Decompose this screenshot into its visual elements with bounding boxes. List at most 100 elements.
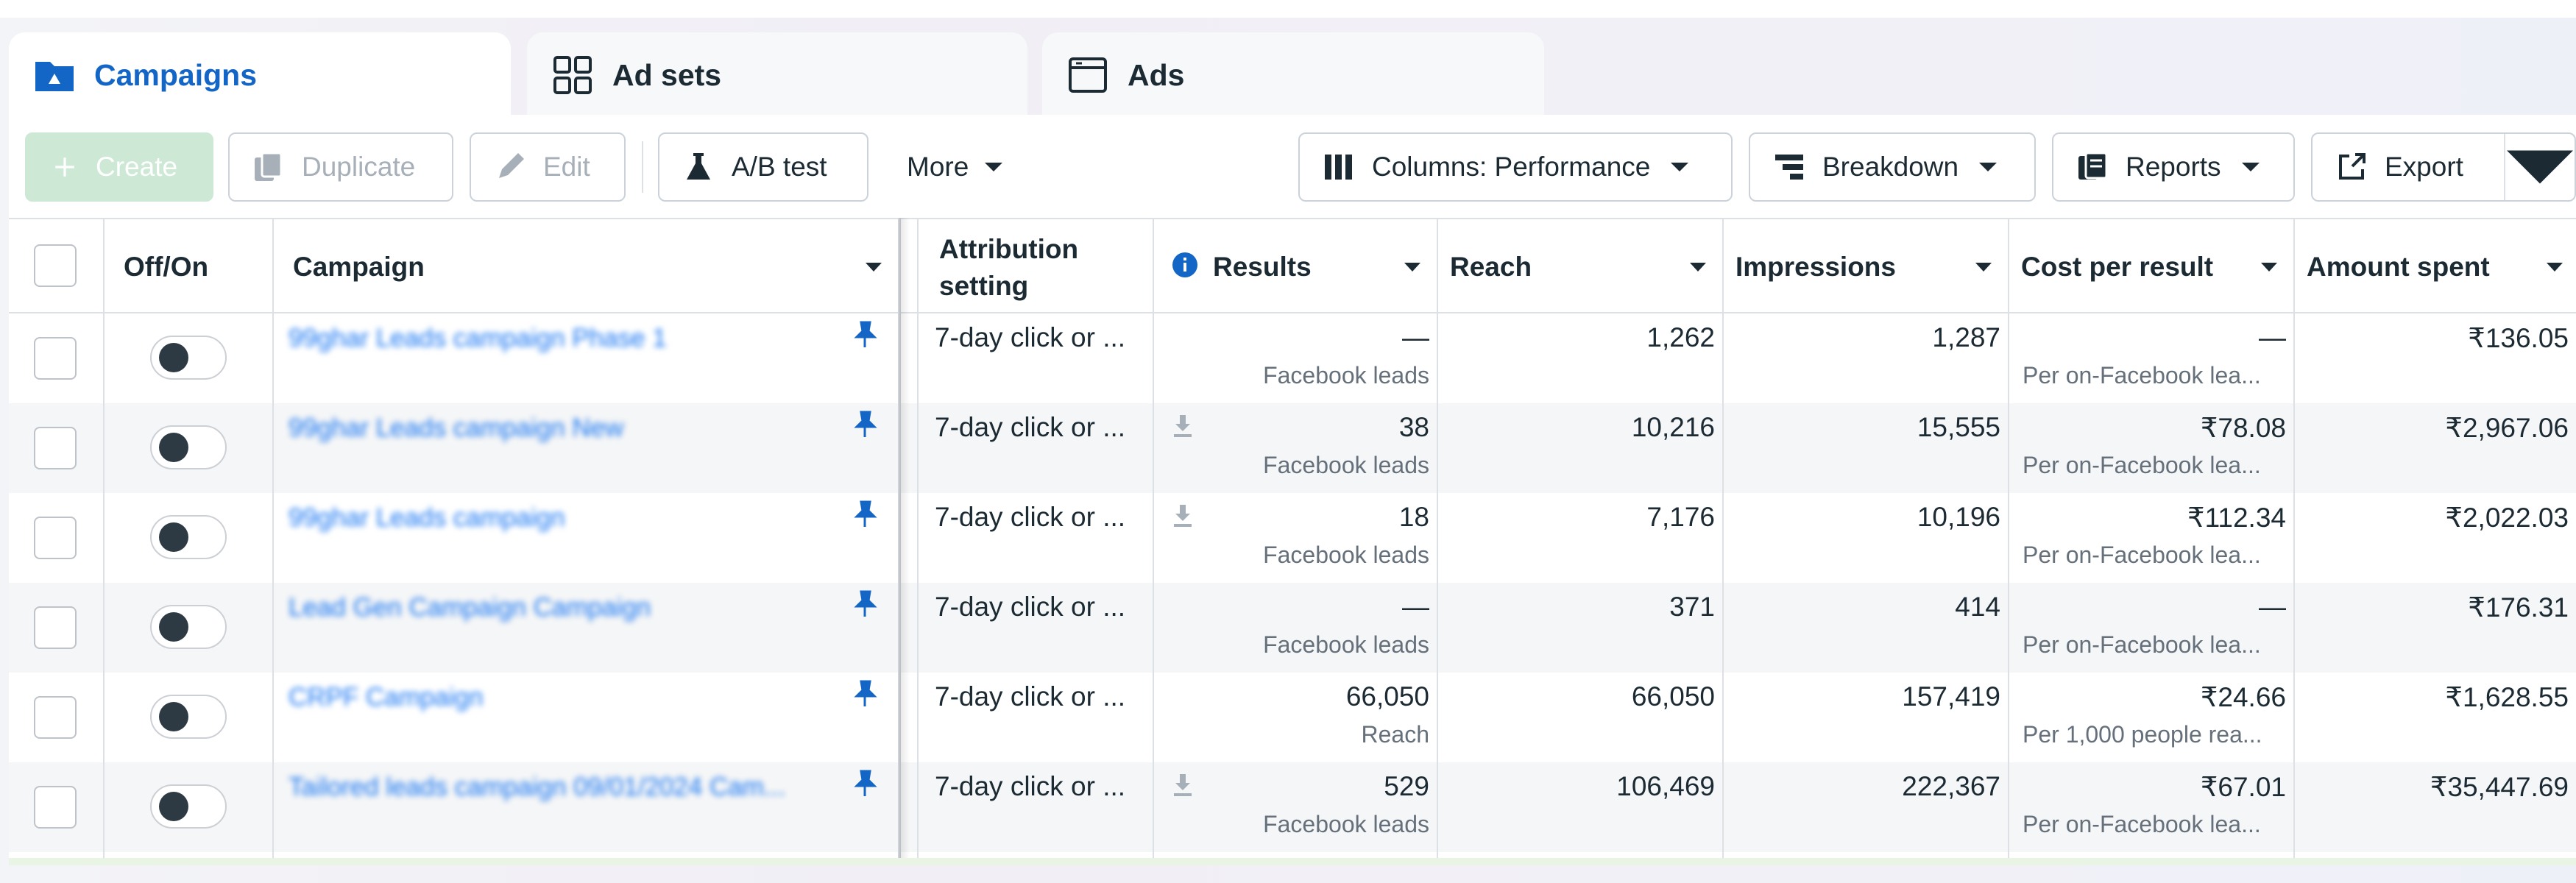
sort-caret-icon[interactable] [1404,262,1420,272]
column-divider [1437,218,1438,865]
column-divider [1722,218,1724,865]
sort-caret-icon[interactable] [2547,262,2563,272]
frozen-column-shadow [899,218,910,865]
duplicate-icon [255,152,283,181]
campaign-name-link[interactable]: CRPF Campaign [289,683,484,712]
tab-campaigns[interactable]: Campaigns [9,32,511,118]
campaign-name-link[interactable]: 99ghar Leads campaign New [289,414,624,442]
header-results[interactable]: Results [1213,252,1312,282]
ad-frame-icon [1069,57,1107,93]
toolbar: Create Duplicate Edit A/B test More Colu… [9,115,2576,218]
cost-per-result-value: — [2259,322,2286,352]
row-checkbox[interactable] [34,606,77,649]
row-checkbox[interactable] [34,427,77,469]
cost-per-result-type: Per on-Facebook lea... [2023,542,2261,568]
results-type: Facebook leads [1263,631,1429,658]
sort-caret-icon[interactable] [1975,262,1992,272]
export-label: Export [2385,152,2463,182]
header-amount-spent[interactable]: Amount spent [2307,252,2490,282]
impressions-value: 157,419 [1902,681,2000,712]
reports-label: Reports [2126,152,2221,182]
header-impressions[interactable]: Impressions [1735,252,1896,282]
table-row[interactable]: 99ghar Leads campaign 7-day click or ...… [9,493,2576,583]
toggle-knob [159,612,188,642]
folder-icon [35,62,74,91]
table-row[interactable]: 99ghar Leads campaign Phase 1 7-day clic… [9,313,2576,403]
table-row[interactable]: Tailored leads campaign 09/01/2024 Cam..… [9,762,2576,852]
table-row[interactable]: CRPF Campaign 7-day click or ... 66,050 … [9,673,2576,762]
column-divider [917,218,919,865]
cost-per-result-value: ₹112.34 [2187,503,2286,533]
attribution-cell: 7-day click or ... [935,412,1126,442]
columns-button[interactable]: Columns: Performance [1298,132,1733,202]
table-row[interactable]: Lead Gen Campaign Campaign 7-day click o… [9,583,2576,673]
select-all-checkbox[interactable] [34,244,77,287]
tab-ad-sets[interactable]: Ad sets [527,32,1027,118]
chevron-down-icon [1979,163,1998,171]
reach-value: 106,469 [1616,771,1715,801]
pin-icon[interactable] [852,411,877,440]
sort-caret-icon[interactable] [2261,262,2277,272]
sort-caret-icon[interactable] [866,262,882,272]
campaign-name-link[interactable]: Tailored leads campaign 09/01/2024 Cam..… [289,773,786,801]
column-divider[interactable] [898,218,901,865]
campaign-toggle[interactable] [150,336,227,380]
pin-icon[interactable] [852,590,877,620]
amount-spent-value: ₹1,628.55 [2445,682,2569,712]
pin-icon[interactable] [852,321,877,350]
table-header: Off/On Campaign Attribution setting Resu… [9,218,2576,313]
tab-ads[interactable]: Ads [1042,32,1544,118]
flask-icon [687,153,710,180]
breakdown-button[interactable]: Breakdown [1749,132,2036,202]
campaign-toggle[interactable] [150,605,227,649]
cost-per-result-type: Per 1,000 people rea... [2023,721,2262,748]
impressions-value: 15,555 [1917,412,2000,442]
header-reach[interactable]: Reach [1450,252,1532,282]
more-button[interactable]: More [883,132,1030,202]
grid-icon [553,56,592,94]
pin-icon[interactable] [852,680,877,709]
header-campaign[interactable]: Campaign [293,252,425,282]
campaign-toggle[interactable] [150,425,227,469]
results-type: Facebook leads [1263,811,1429,837]
edit-button[interactable]: Edit [470,132,626,202]
ab-test-button[interactable]: A/B test [658,132,868,202]
cost-per-result-type: Per on-Facebook lea... [2023,631,2261,658]
campaign-toggle[interactable] [150,784,227,829]
table-row[interactable]: 99ghar Leads campaign New 7-day click or… [9,403,2576,493]
campaign-toggle[interactable] [150,515,227,559]
results-type: Reach [1361,721,1430,748]
campaign-toggle[interactable] [150,695,227,739]
campaign-name-link[interactable]: Lead Gen Campaign Campaign [289,593,651,622]
row-checkbox[interactable] [34,786,77,829]
reach-value: 66,050 [1631,681,1715,712]
column-divider [2293,218,2295,865]
tab-ads-label: Ads [1128,58,1185,92]
export-icon [2339,153,2366,180]
row-checkbox[interactable] [34,517,77,559]
reach-value: 1,262 [1646,322,1715,352]
cost-per-result-type: Per on-Facebook lea... [2023,452,2261,478]
cost-per-result-type: Per on-Facebook lea... [2023,362,2261,389]
download-icon[interactable] [1172,773,1194,798]
download-icon[interactable] [1172,414,1194,439]
cost-per-result-value: ₹67.01 [2200,772,2286,802]
campaign-name-link[interactable]: 99ghar Leads campaign [289,503,565,532]
duplicate-button[interactable]: Duplicate [228,132,453,202]
amount-spent-value: ₹136.05 [2468,323,2569,353]
row-checkbox[interactable] [34,337,77,380]
sort-caret-icon[interactable] [1690,262,1706,272]
header-cost-per-result[interactable]: Cost per result [2021,252,2214,282]
breakdown-label: Breakdown [1822,152,1959,182]
amount-spent-value: ₹2,022.03 [2445,503,2569,533]
create-button[interactable]: Create [25,132,213,202]
info-icon[interactable] [1172,252,1198,278]
download-icon[interactable] [1172,503,1194,528]
campaign-name-link[interactable]: 99ghar Leads campaign Phase 1 [289,324,667,352]
amount-spent-value: ₹176.31 [2468,592,2569,623]
export-dropdown-button[interactable] [2507,134,2573,200]
pin-icon[interactable] [852,770,877,799]
row-checkbox[interactable] [34,696,77,739]
pin-icon[interactable] [852,500,877,530]
reports-button[interactable]: Reports [2052,132,2295,202]
